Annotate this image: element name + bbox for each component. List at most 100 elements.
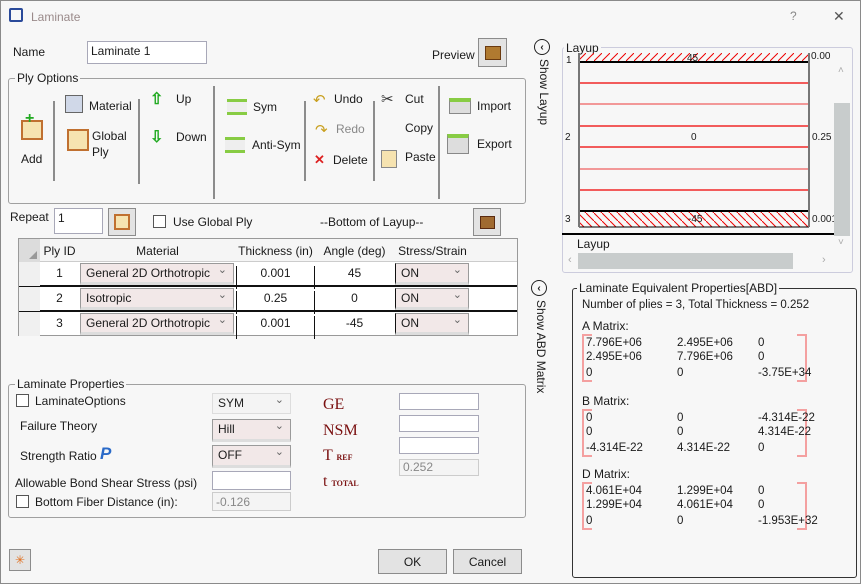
table-row[interactable]: 3 General 2D Orthotropic 0.001 -45 ON (19, 312, 517, 339)
up-arrow-icon: ⇧ (150, 91, 164, 108)
repeat-input[interactable]: 1 (54, 208, 103, 234)
scroll-thumb[interactable] (578, 253, 793, 269)
cell-angle[interactable]: -45 (345, 316, 364, 330)
layup-group: Layup (562, 41, 853, 273)
ply-options-title: Ply Options (15, 71, 81, 85)
cell-material-select[interactable]: General 2D Orthotropic (80, 263, 234, 285)
ply-2-id: 2 (565, 132, 571, 143)
header-angle[interactable]: Angle (deg) (323, 244, 386, 258)
header-ply-id[interactable]: Ply ID (43, 244, 76, 258)
delete-icon: ✕ (314, 152, 325, 167)
cut-button[interactable]: ✂ Cut (379, 91, 429, 111)
export-button[interactable]: Export (445, 132, 517, 158)
scroll-up-icon[interactable]: ˄ (838, 65, 844, 76)
cell-material-select[interactable]: Isotropic (80, 288, 234, 310)
global-ply-icon (67, 129, 89, 151)
anti-sym-button[interactable]: Anti-Sym (221, 135, 301, 155)
repeat-apply-button[interactable] (108, 208, 136, 236)
table-row[interactable]: 1 General 2D Orthotropic 0.001 45 ON (19, 262, 517, 289)
help-button[interactable]: ? (790, 9, 797, 23)
show-layup-toggle[interactable]: Show Layup (537, 59, 551, 126)
select-all-corner[interactable] (19, 239, 40, 262)
matrix-bracket-right (797, 409, 807, 457)
sym-icon (227, 99, 247, 115)
matrix-bracket-left (582, 334, 592, 382)
row-header[interactable] (19, 312, 40, 336)
b-matrix-cell: 0 (677, 412, 684, 424)
collapse-abd-icon[interactable]: ‹ (531, 280, 547, 296)
import-button[interactable]: Import (445, 94, 517, 118)
bottom-fiber-input[interactable]: -0.126 (212, 492, 291, 511)
row-header[interactable] (19, 287, 40, 311)
undo-label: Undo (334, 92, 363, 106)
undo-button[interactable]: ↶ Undo (311, 91, 369, 111)
options-button[interactable]: ✳ (9, 549, 31, 571)
scroll-right-icon[interactable]: › (822, 254, 826, 266)
laminate-options-label: LaminateOptions (35, 394, 126, 408)
header-material[interactable]: Material (136, 244, 179, 258)
global-label: Global (92, 129, 127, 143)
cell-thickness[interactable]: 0.001 (236, 266, 315, 289)
collapse-layup-icon[interactable]: ‹ (534, 39, 550, 55)
cell-stress-strain-select[interactable]: ON (395, 263, 469, 285)
bottom-fiber-checkbox[interactable] (16, 495, 29, 508)
up-button[interactable]: ⇧ Up (148, 89, 198, 121)
ok-button[interactable]: OK (378, 549, 447, 574)
name-input[interactable]: Laminate 1 (87, 41, 207, 64)
cell-angle[interactable]: 45 (347, 266, 362, 280)
ge-input[interactable] (399, 393, 479, 410)
sym-button[interactable]: Sym (221, 97, 281, 117)
ply-1-id: 1 (566, 55, 572, 66)
header-thickness[interactable]: Thickness (in) (238, 244, 313, 258)
cell-thickness[interactable]: 0.25 (236, 291, 315, 314)
d-matrix-cell: 0 (758, 499, 765, 511)
copy-button[interactable]: Copy (405, 121, 434, 135)
laminate-options-checkbox[interactable] (16, 394, 29, 407)
failure-theory-select[interactable]: Hill (212, 419, 291, 442)
b-matrix-cell: -4.314E-22 (586, 442, 643, 454)
redo-button[interactable]: ↷ Redo (313, 121, 369, 141)
cell-stress-strain-select[interactable]: ON (395, 313, 469, 335)
row-header[interactable] (19, 262, 40, 286)
table-row[interactable]: 2 Isotropic 0.25 0 ON (19, 287, 517, 314)
delete-button[interactable]: ✕ Delete (313, 152, 371, 172)
scroll-down-icon[interactable]: ˅ (838, 237, 844, 248)
tref-input[interactable] (399, 437, 479, 454)
cell-thickness[interactable]: 0.001 (236, 316, 315, 339)
nsm-input[interactable] (399, 415, 479, 432)
cell-material-select[interactable]: General 2D Orthotropic (80, 313, 234, 335)
global-ply-button[interactable]: Global Ply (63, 125, 133, 165)
strength-ratio-icon[interactable]: P (100, 444, 112, 463)
ply-1-hatch (579, 53, 809, 62)
cell-stress-strain-select[interactable]: ON (395, 288, 469, 310)
down-button[interactable]: ⇩ Down (148, 127, 210, 159)
preview-button[interactable] (478, 38, 507, 67)
add-bottom-button[interactable] (473, 208, 501, 236)
anti-sym-label: Anti-Sym (252, 138, 301, 152)
sym-label: Sym (253, 100, 277, 114)
paste-button[interactable]: Paste (379, 148, 436, 172)
laminate-options-select[interactable]: SYM (212, 393, 291, 414)
material-button[interactable]: Material (61, 93, 133, 117)
scroll-left-icon[interactable]: ‹ (568, 254, 572, 266)
scissors-icon: ✂ (381, 91, 394, 108)
show-abd-toggle[interactable]: Show ABD Matrix (534, 300, 548, 394)
scroll-thumb[interactable] (834, 103, 850, 236)
window-title: Laminate (31, 10, 81, 24)
add-ply-button[interactable]: + Add (19, 110, 49, 168)
bond-shear-input[interactable] (212, 471, 291, 490)
export-label: Export (477, 137, 512, 151)
cell-angle[interactable]: 0 (351, 291, 358, 305)
import-icon (449, 98, 471, 114)
d-matrix-cell: 0 (586, 515, 593, 527)
use-global-ply-checkbox[interactable] (153, 215, 166, 228)
layup-horizontal-scrollbar[interactable]: ‹ › (566, 253, 832, 270)
layup-vertical-scrollbar[interactable]: ˄ ˅ (834, 65, 851, 249)
b-matrix-cell: -4.314E-22 (758, 412, 815, 424)
ply-3-angle: -45 (688, 214, 703, 225)
layup-title: Layup (564, 41, 601, 55)
header-stress-strain[interactable]: Stress/Strain (398, 244, 467, 258)
cancel-button[interactable]: Cancel (453, 549, 522, 574)
strength-ratio-select[interactable]: OFF (212, 445, 291, 468)
close-button[interactable]: ✕ (833, 8, 845, 24)
